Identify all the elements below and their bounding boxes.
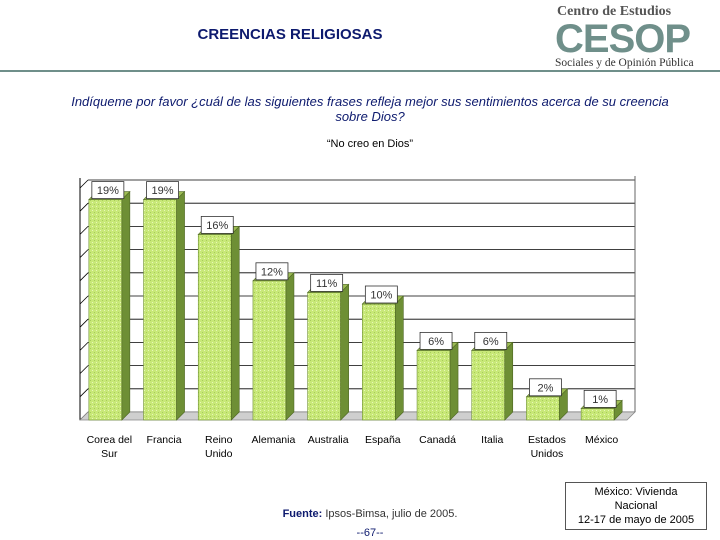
- bar-side: [176, 190, 185, 421]
- logo-bottom-text: Sociales y de Opinión Pública: [555, 57, 694, 69]
- data-label-box: [419, 331, 453, 350]
- category-label: Unidos: [531, 448, 564, 460]
- data-label: 19%: [97, 185, 119, 197]
- source-label: Fuente:: [282, 508, 323, 520]
- data-label: 6%: [483, 336, 499, 348]
- page-number: --67--: [356, 527, 384, 539]
- category-label: México: [585, 434, 618, 446]
- gridline-side: [79, 388, 89, 398]
- data-label-box: [255, 262, 289, 281]
- data-label-box: [91, 181, 125, 200]
- header-rule: [0, 70, 720, 72]
- category-label: Canadá: [419, 434, 456, 446]
- bar: [307, 292, 341, 421]
- data-label-box: [474, 331, 508, 350]
- category-label: Unido: [205, 448, 233, 460]
- category-label: España: [365, 434, 401, 446]
- note-line-3: 12-17 de mayo de 2005: [577, 514, 695, 526]
- sample-note-box: México: Vivienda Nacional 12-17 de mayo …: [565, 482, 707, 530]
- data-label: 2%: [537, 382, 553, 394]
- bar: [143, 199, 177, 421]
- gridline-side: [79, 318, 89, 328]
- category-label: Francia: [147, 434, 182, 446]
- category-label: Estados: [528, 434, 566, 446]
- bar-side: [449, 341, 459, 421]
- bar: [471, 350, 506, 421]
- gridline-side: [79, 249, 89, 258]
- bar-side: [504, 341, 514, 421]
- data-label-box: [310, 274, 344, 292]
- page-title: CREENCIAS RELIGIOSAS: [197, 26, 383, 43]
- data-label-box: [146, 181, 179, 200]
- cesop-logo: Centro de Estudios CESOP Sociales y de O…: [555, 4, 694, 69]
- data-label: 10%: [370, 290, 392, 302]
- bar: [580, 408, 615, 421]
- gridline-side: [79, 272, 89, 282]
- category-label: Alemania: [252, 434, 296, 446]
- logo-main-text: CESOP: [555, 17, 690, 61]
- bar: [416, 350, 451, 421]
- category-label: Reino: [205, 434, 233, 446]
- bar: [88, 199, 123, 421]
- bar-side: [285, 272, 295, 421]
- data-label-box: [583, 389, 617, 408]
- category-label: Australia: [308, 434, 349, 446]
- note-line-1: México: Vivienda: [594, 486, 678, 498]
- bars: 19% 19% 16% 12% 11% 10% 6% 6% 2% 1%: [88, 181, 623, 421]
- data-label-box: [364, 285, 398, 304]
- gridline-side: [79, 202, 89, 212]
- data-label: 6%: [428, 336, 444, 348]
- bar-side: [230, 225, 240, 421]
- bar-side: [395, 295, 404, 421]
- gridline-side: [79, 295, 89, 305]
- note-line-2: Nacional: [614, 500, 658, 512]
- category-label: Italia: [481, 434, 503, 446]
- bar-side: [121, 190, 131, 421]
- data-label-box: [200, 216, 234, 234]
- bar-side: [340, 283, 349, 421]
- data-label: 12%: [261, 266, 283, 278]
- bar-chart: 19% 19% 16% 12% 11% 10% 6% 6% 2% 1% Corea del Sur F…: [79, 176, 636, 460]
- category-label: Sur: [101, 448, 118, 460]
- category-labels: Corea del Sur Francia Reino Unido Alemania Aus…: [87, 434, 619, 460]
- gridline-side: [79, 179, 89, 189]
- bar: [362, 303, 396, 421]
- gridline-side: [79, 342, 89, 351]
- data-label: 11%: [316, 278, 337, 290]
- source-note: Fuente: Ipsos-Bimsa, julio de 2005.: [230, 508, 510, 520]
- gridline-side: [79, 226, 89, 235]
- bar: [252, 280, 287, 421]
- gridline-side: [79, 365, 89, 374]
- category-label: Corea del: [87, 434, 133, 446]
- data-label-box: [529, 378, 562, 397]
- chart-title: “No creo en Dios”: [326, 138, 414, 150]
- bar: [197, 234, 232, 421]
- survey-question: Indíqueme por favor ¿cuál de las siguien…: [71, 94, 669, 124]
- bar: [526, 396, 560, 421]
- logo-top-text: Centro de Estudios: [557, 4, 672, 19]
- data-label: 1%: [592, 394, 608, 406]
- source-text: Ipsos-Bimsa, julio de 2005.: [325, 508, 458, 520]
- data-label: 16%: [206, 220, 228, 232]
- data-label: 19%: [152, 185, 174, 197]
